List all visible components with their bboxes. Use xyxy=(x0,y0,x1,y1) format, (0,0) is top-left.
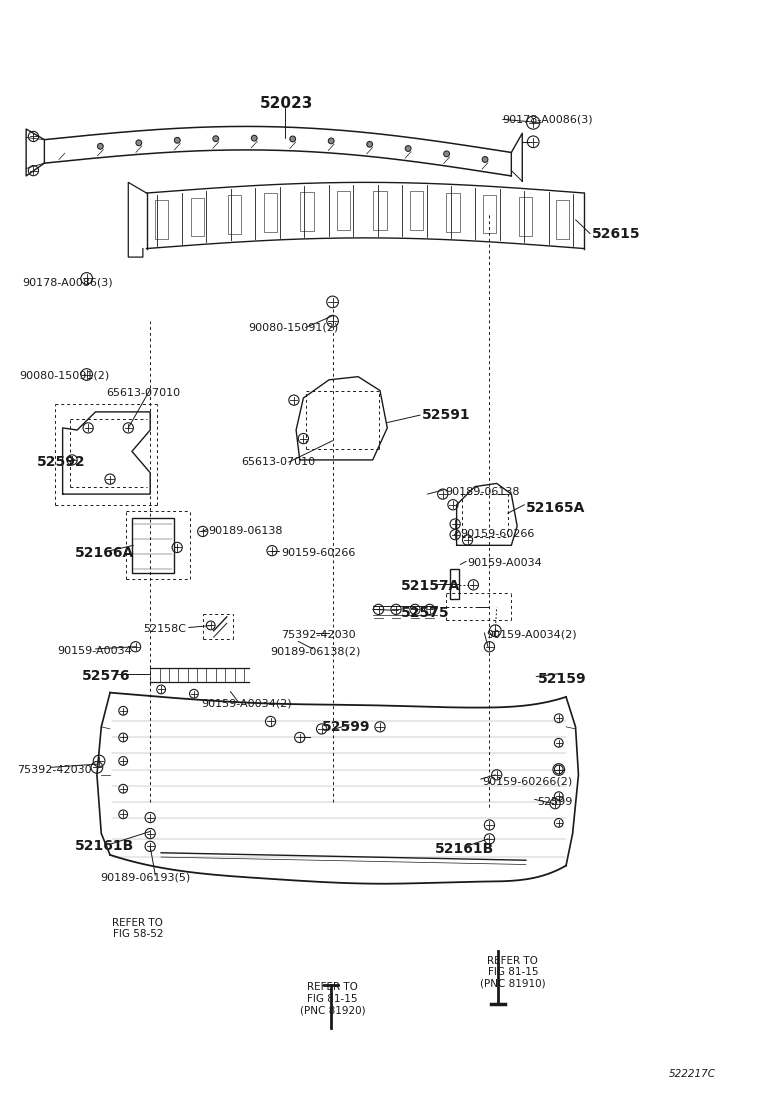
Bar xyxy=(519,197,533,236)
Ellipse shape xyxy=(174,138,180,143)
Text: 65613-07010: 65613-07010 xyxy=(242,457,315,467)
Text: 90178-A0086(3): 90178-A0086(3) xyxy=(23,278,113,288)
Bar xyxy=(132,517,174,573)
Text: 90159-60266: 90159-60266 xyxy=(461,528,534,538)
Text: 52158C: 52158C xyxy=(143,624,186,634)
Text: 90189-06138(2): 90189-06138(2) xyxy=(271,646,361,656)
Text: 52615: 52615 xyxy=(591,227,640,240)
Text: 52161B: 52161B xyxy=(75,840,135,853)
Text: 90080-15091(2): 90080-15091(2) xyxy=(19,370,109,380)
Bar xyxy=(373,191,387,229)
Ellipse shape xyxy=(136,140,142,146)
Text: 75392-42030: 75392-42030 xyxy=(17,765,92,774)
Text: 90189-06138: 90189-06138 xyxy=(445,487,520,497)
Text: 90080-15091(2): 90080-15091(2) xyxy=(249,322,339,332)
Bar xyxy=(264,193,277,232)
Ellipse shape xyxy=(213,136,219,141)
Text: 52599: 52599 xyxy=(321,719,370,734)
Text: 52576: 52576 xyxy=(82,668,131,683)
Text: 90189-06193(5): 90189-06193(5) xyxy=(100,872,191,882)
Text: 52023: 52023 xyxy=(260,96,313,111)
Bar xyxy=(227,196,241,234)
Bar xyxy=(154,200,168,239)
Text: REFER TO
FIG 81-15
(PNC 81910): REFER TO FIG 81-15 (PNC 81910) xyxy=(480,955,546,989)
Ellipse shape xyxy=(328,138,334,143)
Text: 90159-60266(2): 90159-60266(2) xyxy=(482,776,572,786)
Ellipse shape xyxy=(97,143,103,149)
Ellipse shape xyxy=(252,136,257,141)
Text: 52166A: 52166A xyxy=(75,546,135,559)
Bar xyxy=(483,195,496,234)
Text: 90159-A0034(2): 90159-A0034(2) xyxy=(486,631,576,641)
Bar xyxy=(337,191,350,230)
Text: 52157A: 52157A xyxy=(401,579,460,593)
Bar xyxy=(191,198,204,237)
Text: 90159-60266: 90159-60266 xyxy=(281,548,356,558)
Text: 52575: 52575 xyxy=(401,606,449,619)
Text: 52159: 52159 xyxy=(537,672,586,686)
Text: 65613-07010: 65613-07010 xyxy=(106,388,181,398)
Ellipse shape xyxy=(367,141,372,147)
Text: 90178-A0086(3): 90178-A0086(3) xyxy=(502,115,594,125)
Bar xyxy=(300,191,314,230)
Ellipse shape xyxy=(482,157,488,162)
Text: REFER TO
FIG 81-15
(PNC 81920): REFER TO FIG 81-15 (PNC 81920) xyxy=(299,982,366,1015)
Text: 52599: 52599 xyxy=(537,796,572,806)
Ellipse shape xyxy=(290,136,296,142)
Bar xyxy=(410,191,423,230)
Text: 90159-A0034: 90159-A0034 xyxy=(467,558,543,568)
Bar xyxy=(556,200,569,239)
Text: 90189-06138: 90189-06138 xyxy=(208,526,283,536)
Text: 52161B: 52161B xyxy=(435,842,494,855)
Text: 90159-A0034: 90159-A0034 xyxy=(58,646,132,656)
Text: REFER TO
FIG 58-52: REFER TO FIG 58-52 xyxy=(112,917,163,940)
Ellipse shape xyxy=(405,146,411,151)
Text: 522217C: 522217C xyxy=(669,1069,716,1079)
Bar xyxy=(446,192,460,231)
Text: 52592: 52592 xyxy=(37,455,86,469)
Text: 52591: 52591 xyxy=(423,408,471,423)
Bar xyxy=(450,569,459,598)
Ellipse shape xyxy=(444,151,449,157)
Text: 90159-A0034(2): 90159-A0034(2) xyxy=(201,698,292,708)
Text: 52165A: 52165A xyxy=(526,502,585,515)
Text: 75392-42030: 75392-42030 xyxy=(281,631,356,641)
